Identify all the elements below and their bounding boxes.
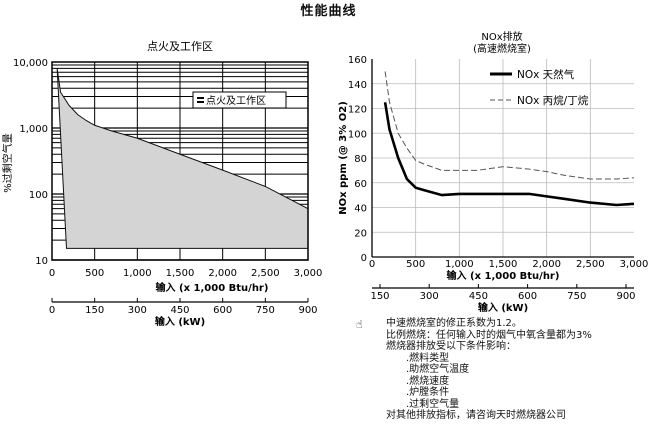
chart2-ytick-label: 40 [354,204,367,215]
chart2-x2tick-label: 300 [420,291,439,302]
chart2-xtick-label: 3,000 [620,259,649,270]
chart2-xtick-label: 1,000 [445,259,474,270]
chart2-ytick-label: 80 [354,154,367,165]
ignition-operating-region [56,68,309,249]
chart1-ytick-label: 10,000 [13,58,48,69]
chart1-ylabel: %过剩空气量 [1,133,14,193]
legend-propane-butane: NOx 丙烷/丁烷 [517,94,589,107]
chart2-xtick-label: 500 [406,259,425,270]
series-propane-butane [384,71,635,180]
chart1-legend-label: 点火及工作区 [206,95,266,107]
chart2-x2tick-label: 900 [616,291,635,302]
chart1-ytick-label: 100 [29,190,48,201]
chart1-legend: 点火及工作区 [192,91,287,109]
chart2-xtick-label: 2,500 [576,259,605,270]
chart2-xtick-label: 1,500 [489,259,518,270]
note-item: .燃烧速度 [406,375,450,387]
chart2-ytick-label: 160 [348,55,367,66]
chart1-xtick-label: 0 [49,268,55,279]
chart2-ytick-label: 100 [348,129,367,140]
note-line: 比例燃烧：任何输入时的烟气中氧含量都为3% [386,329,592,341]
chart1-ytick-label: 1,000 [19,124,48,135]
note-line: 中速燃烧室的修正系数为1.2。 [386,318,522,329]
chart1-x2tick-label: 150 [85,305,104,316]
note-item: .燃料类型 [406,352,450,364]
notes-block: 中速燃烧室的修正系数为1.2。 比例燃烧：任何输入时的烟气中氧含量都为3% 燃烧… [360,318,592,422]
chart2-x2tick-label: 600 [518,291,537,302]
chart2-ytick-label: 140 [348,80,367,91]
chart1-xtick-label: 500 [85,268,104,279]
chart2-xtick-label: 0 [369,259,375,270]
series-natural-gas [383,102,635,207]
chart2-ytick-label: 20 [354,228,367,239]
note-item: .助燃空气温度 [406,364,470,375]
legend-natural-gas: NOx 天然气 [517,68,575,81]
chart2-xlabel: 输入 (x 1,000 Btu/hr) [447,269,560,282]
chart1-x2tick-label: 300 [128,305,147,316]
chart1-x2tick-label: 600 [213,305,232,316]
chart1-x2label: 输入 (kW) [155,315,205,328]
chart2-legend: NOx 天然气 NOx 丙烷/丁烷 [490,68,589,107]
chart2-ytick-label: 60 [354,179,367,190]
chart2-xtick-label: 2,000 [532,259,561,270]
chart2-x2tick-label: 450 [469,291,488,302]
chart1-x2tick-label: 750 [256,305,275,316]
chart2-ylabel: NOx ppm (@ 3% O2) [338,101,349,215]
chart1-title: 点火及工作区 [147,40,213,53]
note-footer: 对其他排放指标，请咨询天时燃烧器公司 [386,410,566,421]
chart1-xtick-label: 1,500 [166,268,195,279]
chart2-x2label: 输入 (kW) [478,301,528,314]
chart1-ytick-label: 10 [35,256,48,267]
chart2-x2tick-label: 150 [370,291,389,302]
note-line: 燃烧器排放受以下条件影响： [386,341,516,352]
page-title: 性能曲线 [300,4,357,19]
note-item: .过剩空气量 [406,398,460,410]
chart1-x2tick-label: 900 [298,305,317,316]
chart2-title: NOx排放 [481,30,522,43]
chart1-xtick-label: 3,000 [294,268,323,279]
chart2-ytick-label: 120 [348,105,367,116]
chart1-xtick-label: 1,000 [123,268,152,279]
hand-icon: ☝ [356,318,363,331]
chart2-x2tick-label: 750 [567,291,586,302]
chart1-xtick-label: 2,000 [208,268,237,279]
chart2-ytick-label: 0 [361,253,367,264]
chart1-xtick-label: 2,500 [251,268,280,279]
chart1-x2tick-label: 450 [170,305,189,316]
chart1-xlabel: 输入 (x 1,000 Btu/hr) [156,281,269,294]
chart2-subtitle: (高速燃烧室) [473,42,531,55]
note-item: .炉膛条件 [406,387,450,398]
chart1-x2tick-label: 0 [49,305,55,316]
